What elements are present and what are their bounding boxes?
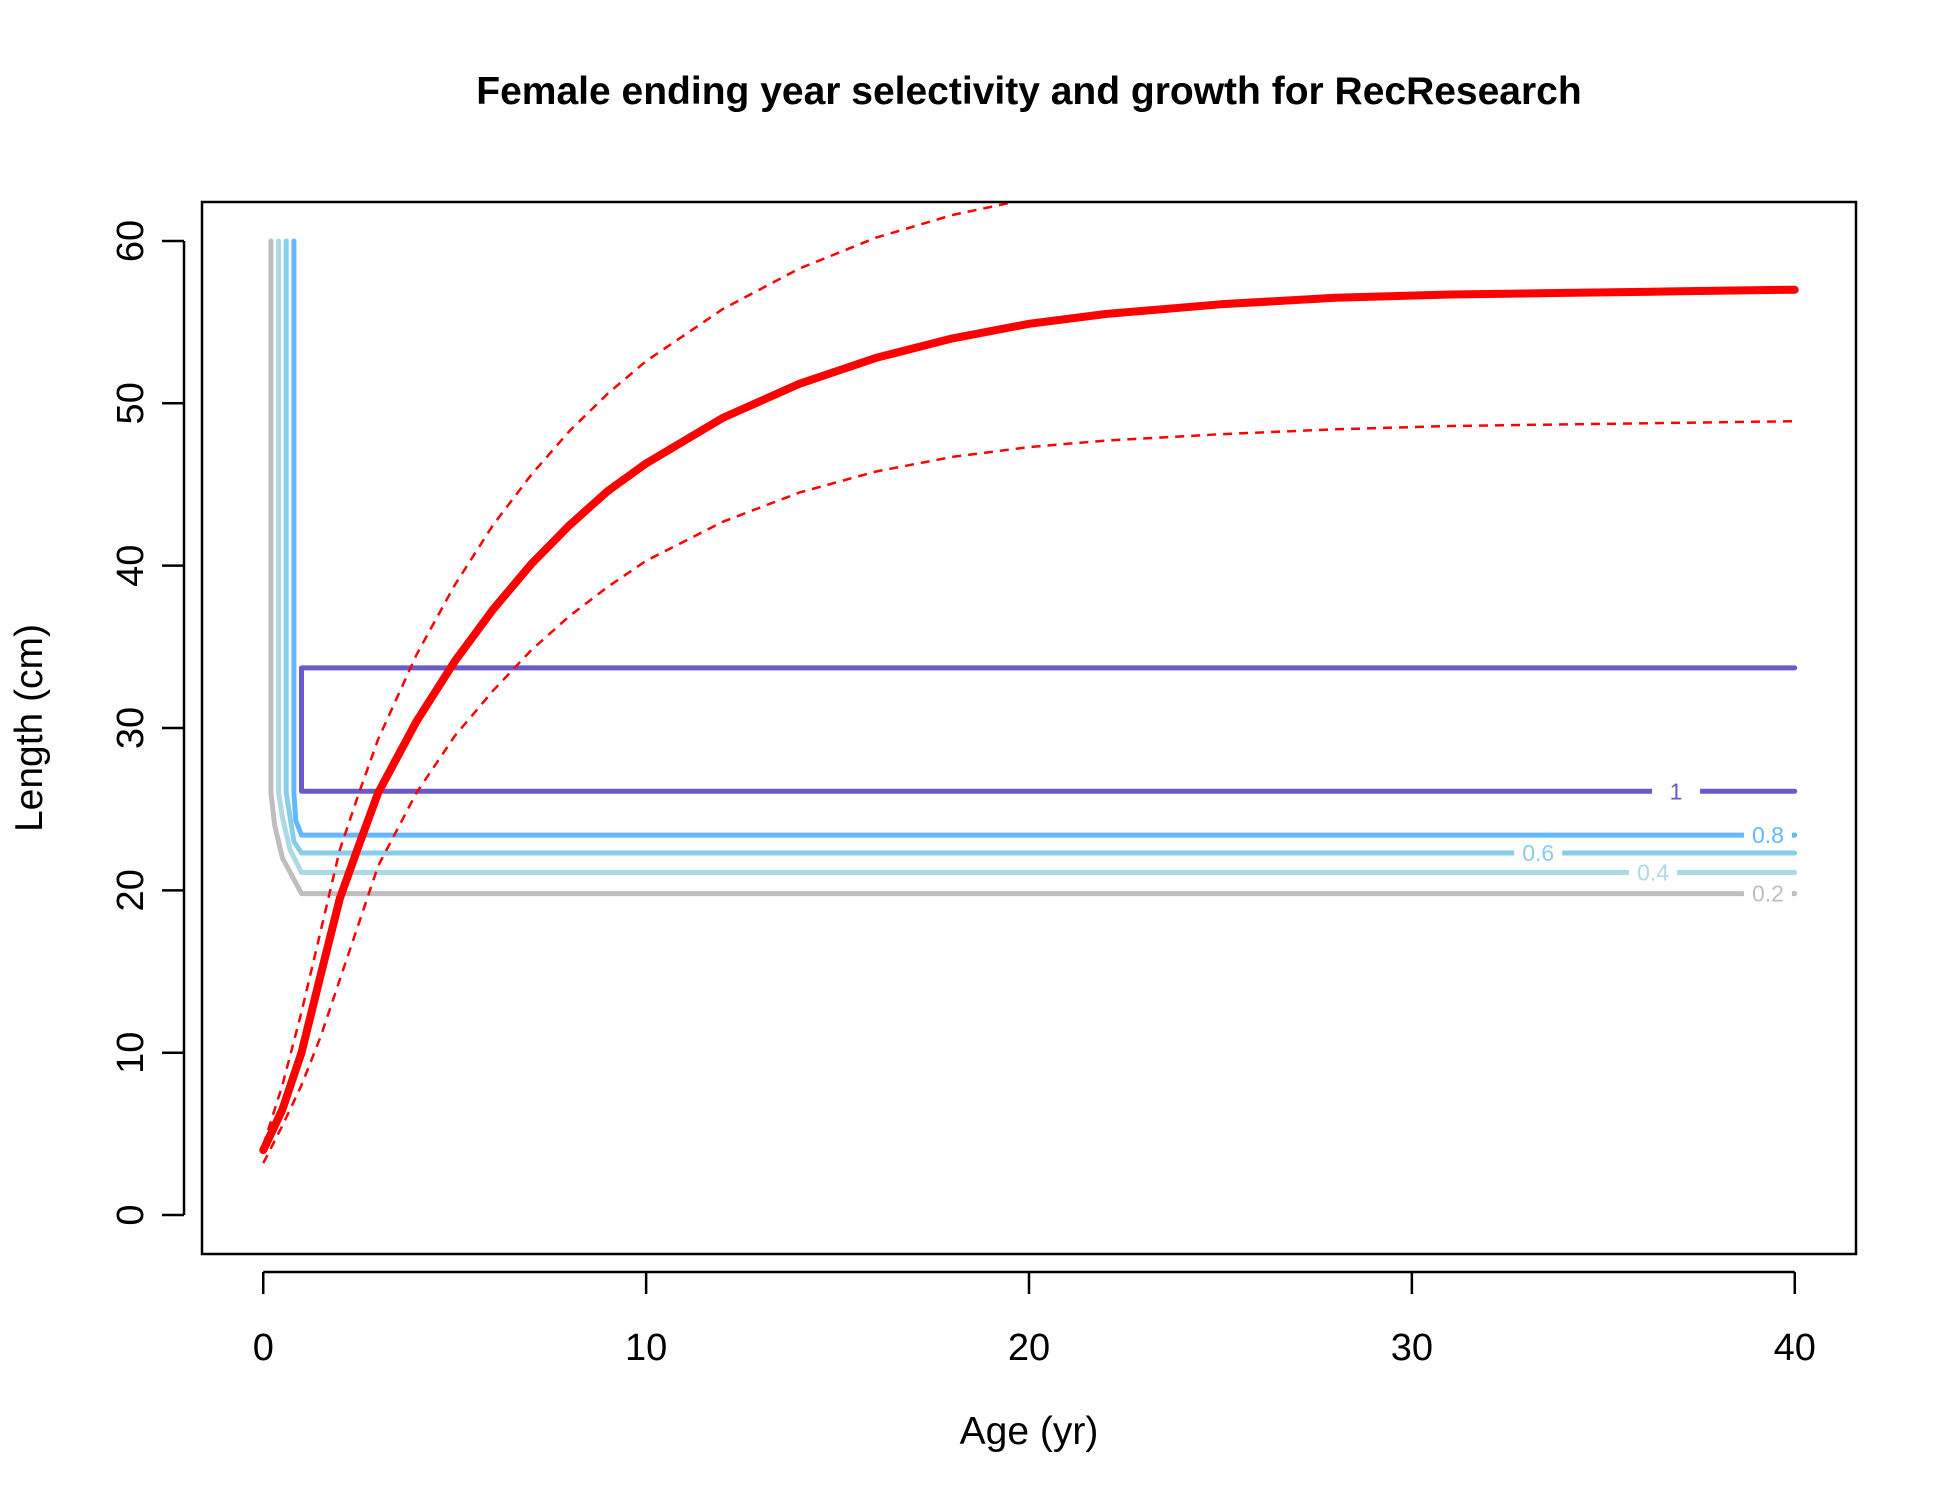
y-tick-label: 0 [110,1204,152,1225]
contour-labels: 0.2 0.4 0.6 0.8 1 [1514,778,1792,907]
y-tick-label: 10 [110,1032,152,1074]
y-tick-label: 50 [110,382,152,424]
x-tick-label: 40 [1774,1327,1816,1369]
contour-label: 0.8 [1752,822,1784,848]
selectivity-contour-0-2 [268,238,1798,897]
selectivity-contour-0-4 [276,238,1798,875]
plot-frame [200,200,1858,1256]
selectivity-contour-0-8 [291,238,1798,838]
contour-label-background [1514,840,1563,867]
contour-label: 1 [1670,778,1683,804]
contour-label-background [1743,822,1792,849]
y-tick-label: 30 [110,707,152,749]
y-axis-label: Length (cm) [8,624,51,832]
x-tick-label: 0 [253,1327,274,1369]
x-tick-label: 10 [625,1327,667,1369]
selectivity-contours [268,238,1798,897]
selectivity-contour-1 [299,665,1798,794]
contour-label: 0.6 [1522,840,1554,866]
contour-label-background [1629,859,1678,886]
y-tick-label: 40 [110,545,152,587]
contour-label: 0.2 [1752,881,1784,907]
growth-lower-interval [262,419,1795,1164]
contour-label: 0.4 [1637,859,1669,885]
chart-title: Female ending year selectivity and growt… [476,70,1581,113]
y-tick-label: 20 [110,869,152,911]
x-tick-label: 30 [1391,1327,1433,1369]
contour-label-background [1652,778,1701,805]
x-tick-label: 20 [1008,1327,1050,1369]
x-axis-label: Age (yr) [960,1410,1099,1453]
growth-upper-interval [262,202,1020,1146]
selectivity-contour-0-6 [283,238,1798,856]
contour-label-background [1743,880,1792,907]
growth-curves [259,202,1799,1164]
y-axis: 0 10 20 30 40 50 60 [110,220,186,1226]
growth-mean-curve [259,285,1799,1155]
x-axis: 0 10 20 30 40 [253,1270,1816,1369]
y-tick-label: 60 [110,220,152,262]
